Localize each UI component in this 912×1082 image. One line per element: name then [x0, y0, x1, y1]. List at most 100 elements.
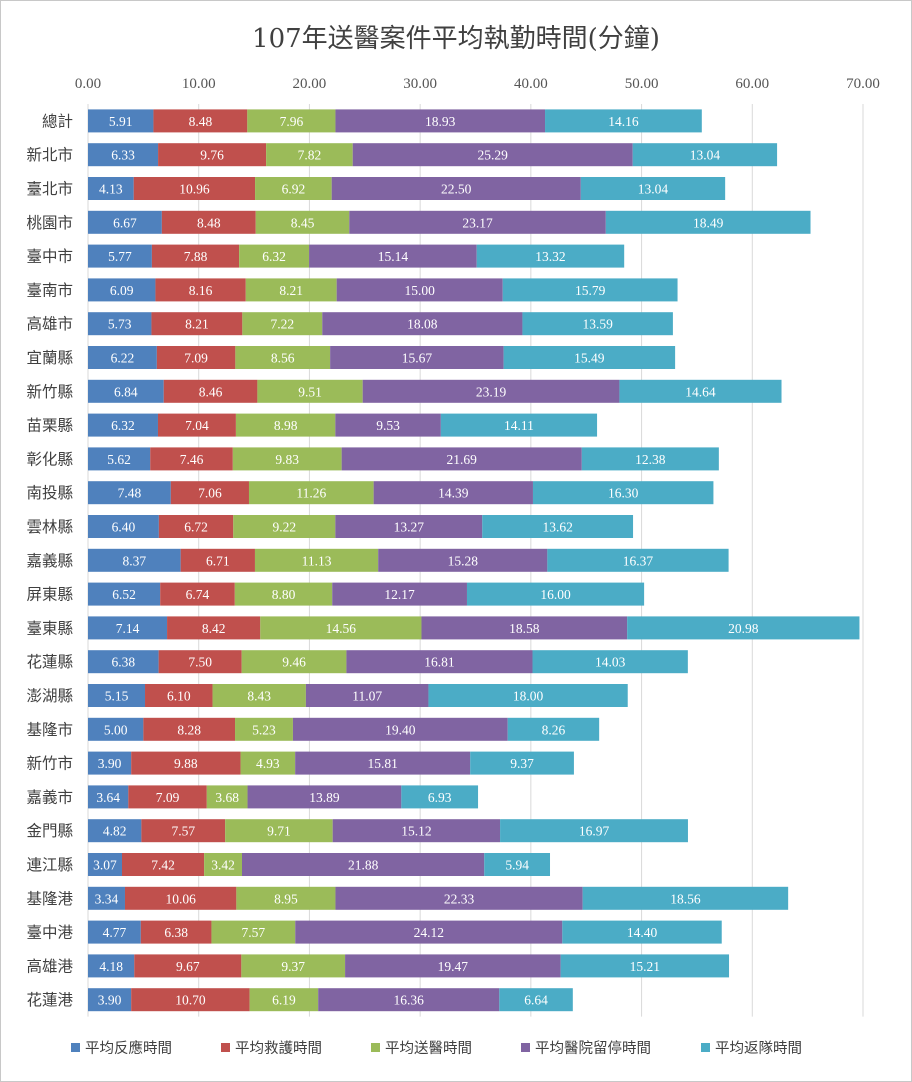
- data-label: 5.91: [109, 114, 133, 129]
- bar-segment: [134, 954, 242, 978]
- bar-segment: [619, 379, 782, 403]
- data-label: 18.08: [407, 317, 438, 332]
- bar-segment: [88, 616, 168, 640]
- category-label: 新北市: [26, 146, 73, 164]
- bar-segment: [88, 109, 154, 133]
- bar-segment: [212, 684, 306, 707]
- data-label: 14.11: [504, 418, 534, 433]
- legend-label: 平均送醫時間: [385, 1040, 472, 1057]
- bar-segment: [245, 278, 337, 302]
- data-label: 14.64: [685, 384, 716, 399]
- bar-segment: [332, 819, 501, 843]
- x-tick-label: 50.00: [625, 76, 659, 92]
- data-label: 4.82: [103, 824, 127, 839]
- category-label: 新竹市: [26, 755, 73, 773]
- category-label: 彰化縣: [26, 449, 73, 468]
- data-label: 6.64: [524, 993, 548, 1008]
- bar-segment: [503, 346, 676, 369]
- bar-segment: [502, 278, 678, 302]
- data-label: 7.50: [188, 655, 212, 670]
- bar-segment: [499, 988, 573, 1012]
- bar-segment: [560, 954, 730, 978]
- data-label: 7.48: [118, 486, 142, 501]
- data-label: 7.09: [184, 351, 208, 366]
- data-label: 16.00: [540, 587, 571, 602]
- data-label: 9.88: [174, 756, 198, 771]
- data-label: 8.45: [291, 215, 315, 230]
- bar-segment: [88, 954, 135, 978]
- bar-segment: [322, 312, 523, 336]
- data-label: 13.04: [638, 182, 669, 197]
- data-label: 7.96: [280, 114, 304, 129]
- bar-segment: [88, 481, 171, 505]
- data-label: 7.82: [298, 148, 322, 163]
- bar-segment: [133, 177, 256, 200]
- bar-segment: [249, 988, 319, 1012]
- bar-segment: [266, 143, 353, 167]
- legend-label: 平均返隊時間: [715, 1040, 802, 1057]
- category-label: 金門縣: [26, 822, 73, 840]
- category-label: 臺中市: [26, 248, 73, 266]
- data-label: 6.74: [186, 587, 210, 602]
- data-label: 23.17: [462, 215, 493, 230]
- bar-segment: [156, 346, 236, 369]
- data-label: 5.94: [505, 858, 529, 873]
- bar-segment: [131, 988, 250, 1012]
- bar-segment: [158, 143, 267, 167]
- bar-segment: [88, 244, 152, 268]
- category-label: 臺北市: [26, 180, 73, 198]
- data-label: 21.88: [348, 858, 379, 873]
- data-label: 8.26: [542, 722, 566, 737]
- category-label: 澎湖縣: [26, 687, 73, 705]
- data-label: 7.57: [171, 824, 195, 839]
- bar-segment: [234, 582, 333, 606]
- data-label: 11.13: [302, 553, 332, 568]
- data-label: 7.04: [185, 418, 209, 433]
- data-label: 5.62: [107, 452, 131, 467]
- bar-segment: [150, 447, 233, 471]
- bar-segment: [88, 920, 141, 944]
- bar-segment: [295, 751, 471, 775]
- bar-segment: [292, 717, 508, 741]
- category-label: 基隆市: [26, 721, 73, 739]
- data-label: 15.79: [575, 283, 606, 298]
- bar-segment: [88, 346, 157, 369]
- data-label: 6.33: [111, 148, 135, 163]
- data-label: 6.40: [112, 520, 136, 535]
- data-label: 3.64: [96, 790, 120, 805]
- data-label: 5.23: [252, 722, 276, 737]
- bar-segment: [582, 886, 789, 910]
- bar-segment: [605, 210, 811, 234]
- data-label: 8.43: [247, 689, 271, 704]
- bar-segment: [128, 785, 207, 809]
- y-axis-categories: 總計新北市臺北市桃園市臺中市臺南市高雄市宜蘭縣新竹縣苗栗縣彰化縣南投縣雲林縣嘉義…: [26, 112, 73, 1009]
- bar-segment: [161, 210, 256, 234]
- category-label: 新竹縣: [26, 383, 73, 401]
- category-label: 高雄市: [26, 315, 73, 333]
- data-label: 6.38: [112, 655, 136, 670]
- data-label: 7.06: [198, 486, 222, 501]
- bar-segment: [88, 853, 122, 876]
- bar-segment: [318, 988, 500, 1012]
- bar-segment: [151, 312, 243, 336]
- data-label: 8.48: [197, 215, 221, 230]
- bar-segment: [88, 819, 142, 843]
- bar-segment: [88, 988, 132, 1012]
- bar-segment: [580, 177, 726, 200]
- data-label: 5.73: [108, 317, 132, 332]
- data-label: 8.56: [271, 351, 295, 366]
- data-label: 11.07: [352, 689, 382, 704]
- legend-label: 平均醫院留停時間: [535, 1040, 651, 1057]
- bar-segment: [153, 109, 248, 133]
- data-label: 4.18: [99, 959, 123, 974]
- bar-segment: [88, 650, 159, 674]
- data-label: 8.98: [274, 418, 298, 433]
- data-label: 4.93: [256, 756, 280, 771]
- x-axis-ticks: 0.00 10.00 20.00 30.00 40.00 50.00 60.00 70.00: [75, 76, 880, 92]
- data-label: 8.28: [177, 722, 201, 737]
- data-label: 8.95: [274, 891, 298, 906]
- bar-segment: [88, 886, 125, 910]
- bar-segment: [206, 785, 248, 809]
- bar-segment: [241, 650, 347, 674]
